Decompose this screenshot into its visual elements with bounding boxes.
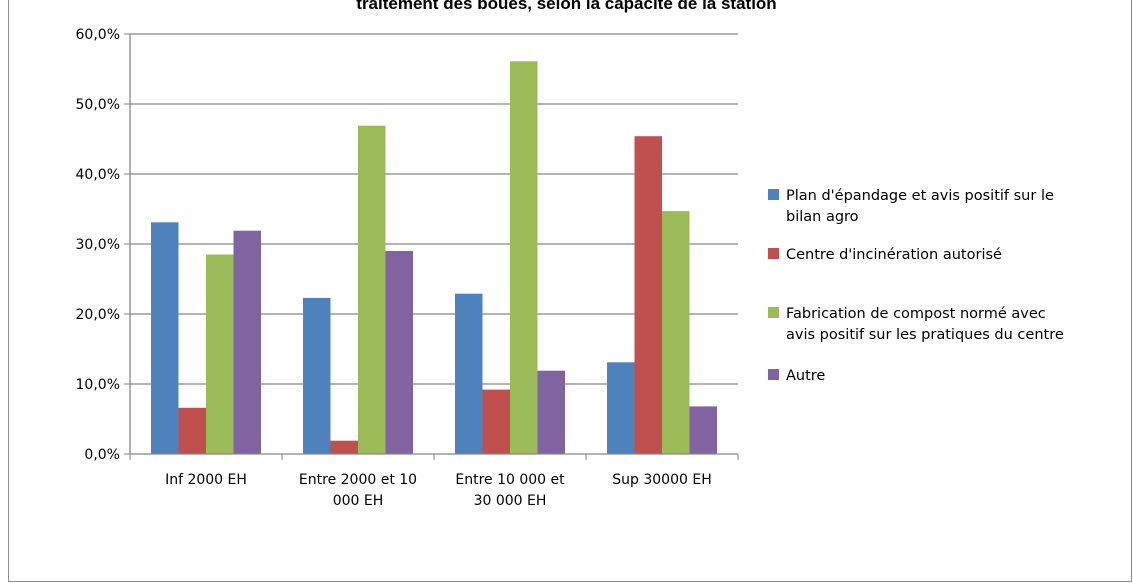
legend-swatch xyxy=(768,248,779,259)
bar xyxy=(689,406,717,454)
legend-label: Fabrication de compost normé avec xyxy=(786,306,1046,322)
legend-swatch xyxy=(768,189,779,200)
bar xyxy=(537,370,565,454)
bar xyxy=(662,211,690,454)
x-tick-label: Inf 2000 EH xyxy=(165,472,247,488)
bar xyxy=(510,61,538,455)
y-tick-label: 0,0% xyxy=(84,447,120,463)
bar xyxy=(178,407,206,454)
x-tick-label: Sup 30000 EH xyxy=(612,472,711,488)
y-tick-label: 40,0% xyxy=(76,167,120,183)
y-tick-label: 30,0% xyxy=(76,237,120,253)
y-tick-label: 10,0% xyxy=(76,377,120,393)
bar xyxy=(634,136,662,454)
legend-label: Autre xyxy=(786,368,825,384)
chart-frame xyxy=(8,0,1132,582)
bar xyxy=(455,293,483,454)
bar xyxy=(385,251,413,454)
bar xyxy=(330,440,358,454)
x-tick-label: 000 EH xyxy=(333,493,384,509)
x-tick-label: Entre 10 000 et xyxy=(455,472,565,488)
bar xyxy=(233,230,261,454)
legend-swatch xyxy=(768,307,779,318)
legend-swatch xyxy=(768,369,779,380)
axis-layer: 0,0% 10,0% 20,0% 30,0% 40,0% 50,0% 60,0% Inf 20… xyxy=(76,27,739,509)
bar xyxy=(358,125,386,454)
chart-title: traitement des boues, selon la capacité … xyxy=(356,0,777,13)
legend-label: Centre d'incinération autorisé xyxy=(786,247,1002,263)
legend-label: bilan agro xyxy=(786,209,859,225)
x-tick-label: 30 000 EH xyxy=(474,493,547,509)
x-tick-label: Entre 2000 et 10 xyxy=(299,472,417,488)
y-tick-label: 50,0% xyxy=(76,97,120,113)
bar xyxy=(607,362,635,454)
y-tick-label: 20,0% xyxy=(76,307,120,323)
y-tick-label: 60,0% xyxy=(76,27,120,43)
bar xyxy=(303,297,331,454)
legend: Plan d'épandage et avis positif sur le bi… xyxy=(768,188,1064,384)
bars-layer xyxy=(151,61,717,455)
legend-label: Plan d'épandage et avis positif sur le xyxy=(786,188,1054,204)
bar xyxy=(482,389,510,454)
bar xyxy=(206,254,234,454)
bar xyxy=(151,222,179,454)
legend-label: avis positif sur les pratiques du centre xyxy=(786,327,1064,343)
